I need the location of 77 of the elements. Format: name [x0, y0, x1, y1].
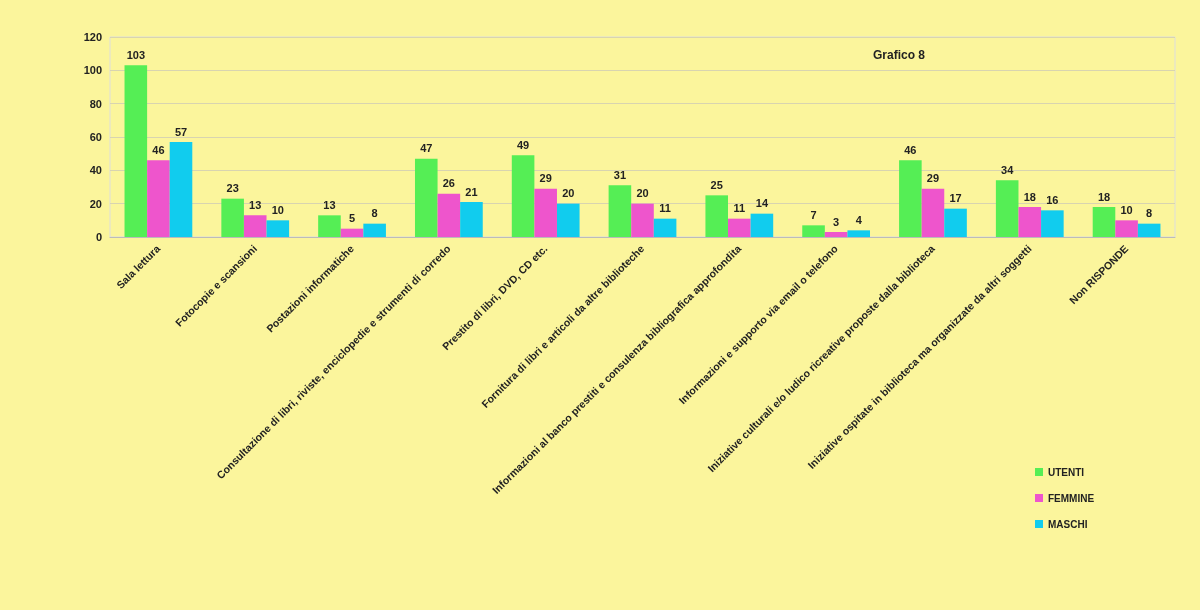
bar: [169, 142, 193, 237]
y-tick-label: 0: [95, 231, 102, 243]
bar: [556, 203, 580, 237]
y-tick-label: 40: [89, 164, 102, 177]
data-label: 26: [442, 177, 455, 190]
bar: [1115, 220, 1138, 237]
data-label: 10: [271, 203, 284, 216]
data-label: 13: [323, 198, 336, 211]
bar: [653, 218, 677, 237]
y-tick-label: 80: [89, 97, 102, 110]
bar: [1018, 207, 1042, 237]
data-label: 3: [833, 215, 840, 228]
data-label: 47: [420, 142, 433, 155]
bar: [921, 188, 945, 237]
data-label: 34: [1001, 163, 1015, 176]
data-label: 49: [516, 138, 530, 151]
legend-label: UTENTI: [1048, 466, 1085, 478]
data-label: 103: [126, 48, 145, 61]
data-label: 7: [810, 208, 817, 221]
bar: [363, 223, 386, 237]
data-label: 25: [710, 178, 723, 191]
bar: [511, 155, 535, 237]
data-label: 14: [755, 197, 769, 210]
data-label: 4: [855, 213, 863, 226]
bar: [899, 160, 922, 237]
data-label: 29: [926, 172, 940, 185]
y-tick-label: 100: [83, 64, 102, 77]
bar: [221, 198, 244, 237]
bar: [340, 228, 364, 237]
legend-label: MASCHI: [1048, 518, 1088, 530]
bar: [1092, 207, 1116, 237]
data-label: 8: [371, 207, 378, 220]
data-label: 46: [152, 143, 165, 156]
bar: [802, 225, 825, 237]
data-label: 21: [465, 185, 478, 198]
bar: [608, 185, 632, 237]
data-label: 8: [1146, 207, 1153, 220]
bar: [995, 180, 1019, 237]
y-tick-label: 60: [89, 131, 102, 143]
text: Grafico 8: [873, 48, 926, 62]
data-label: 16: [1046, 193, 1059, 206]
bar: [318, 215, 341, 237]
data-label: 20: [562, 187, 575, 200]
bar: [147, 160, 170, 237]
bar: [1137, 223, 1161, 237]
bar: [1041, 210, 1064, 237]
bar: [728, 218, 751, 237]
bar: [750, 213, 774, 237]
bar: [631, 203, 654, 237]
data-label: 31: [613, 168, 627, 181]
legend-label: FEMMINE: [1048, 492, 1095, 504]
bar: [705, 195, 729, 237]
data-label: 10: [1120, 203, 1133, 216]
bar: [824, 232, 848, 237]
data-label: 46: [904, 143, 917, 156]
data-label: 23: [226, 182, 239, 195]
bar: [534, 188, 557, 237]
y-tick-label: 20: [89, 197, 102, 210]
bar: [460, 202, 483, 237]
data-label: 20: [636, 187, 649, 200]
bar: [124, 65, 148, 237]
data-label: 11: [659, 202, 671, 215]
data-label: 57: [174, 125, 188, 138]
data-label: 11: [733, 202, 746, 215]
y-tick-label: 120: [83, 31, 102, 43]
data-label: 29: [539, 172, 552, 185]
bar: [266, 220, 290, 237]
data-label: 17: [949, 192, 962, 205]
bar: [437, 193, 461, 237]
bar: [243, 215, 267, 237]
data-label: 5: [348, 212, 356, 225]
bar: [944, 208, 967, 237]
bar: [414, 158, 438, 237]
data-label: 13: [249, 198, 262, 211]
data-label: 18: [1097, 190, 1111, 203]
bar: [847, 230, 871, 237]
data-label: 18: [1023, 190, 1036, 203]
